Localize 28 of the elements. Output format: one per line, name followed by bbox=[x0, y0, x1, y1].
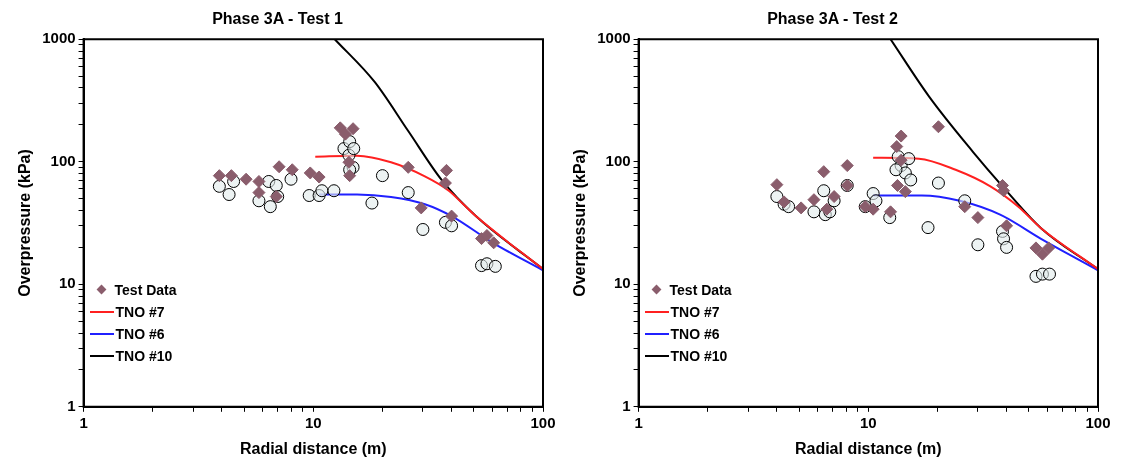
x-tick-label: 10 bbox=[304, 413, 322, 431]
x-tick-label: 1 bbox=[634, 413, 643, 431]
legend-label: Test Data bbox=[669, 281, 732, 298]
x-tick-label: 1 bbox=[79, 413, 88, 431]
legend-label: TNO #6 bbox=[670, 325, 720, 342]
chart-title: Phase 3A - Test 1 bbox=[212, 10, 343, 28]
chart-title: Phase 3A - Test 2 bbox=[767, 10, 898, 28]
y-tick-label: 1 bbox=[67, 396, 76, 414]
x-axis-title: Radial distance (m) bbox=[239, 439, 387, 457]
legend-label: TNO #6 bbox=[115, 325, 165, 342]
y-tick-label: 1000 bbox=[42, 29, 76, 47]
legend-label: Test Data bbox=[114, 281, 177, 298]
y-tick-label: 100 bbox=[50, 151, 76, 169]
x-tick-label: 100 bbox=[1085, 413, 1111, 431]
legend-label: TNO #10 bbox=[115, 347, 173, 364]
y-tick-label: 10 bbox=[613, 274, 631, 292]
y-tick-label: 1 bbox=[622, 396, 631, 414]
legend-label: TNO #10 bbox=[670, 347, 728, 364]
y-axis-title: Overpressure (kPa) bbox=[571, 149, 589, 297]
y-axis-title: Overpressure (kPa) bbox=[16, 149, 34, 297]
legend-label: TNO #7 bbox=[115, 303, 165, 320]
x-axis-title: Radial distance (m) bbox=[794, 439, 942, 457]
x-tick-label: 100 bbox=[530, 413, 556, 431]
y-tick-label: 10 bbox=[58, 274, 76, 292]
legend-label: TNO #7 bbox=[670, 303, 720, 320]
x-tick-label: 10 bbox=[859, 413, 877, 431]
y-tick-label: 100 bbox=[605, 151, 631, 169]
y-tick-label: 1000 bbox=[597, 29, 631, 47]
